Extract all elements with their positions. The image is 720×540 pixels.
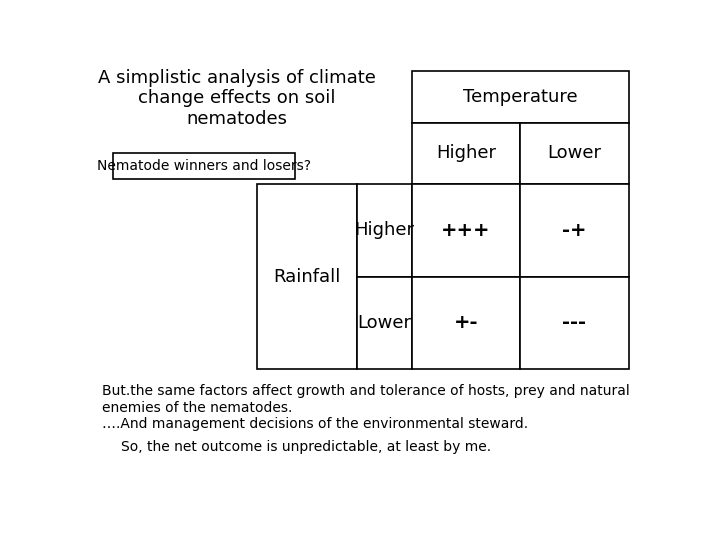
- Text: Lower: Lower: [358, 314, 412, 332]
- Text: Rainfall: Rainfall: [274, 267, 341, 286]
- Text: Nematode winners and losers?: Nematode winners and losers?: [97, 159, 311, 173]
- Bar: [357, 184, 412, 276]
- Bar: [412, 123, 520, 184]
- Text: Higher: Higher: [436, 144, 496, 163]
- Text: Temperature: Temperature: [463, 88, 577, 106]
- Text: So, the net outcome is unpredictable, at least by me.: So, the net outcome is unpredictable, at…: [121, 440, 491, 454]
- Text: +++: +++: [441, 221, 490, 240]
- Bar: [520, 123, 629, 184]
- Bar: [412, 276, 520, 369]
- Text: Lower: Lower: [547, 144, 601, 163]
- Text: ---: ---: [562, 313, 586, 332]
- Bar: [412, 184, 520, 276]
- Bar: [357, 276, 412, 369]
- Bar: [256, 184, 357, 369]
- Bar: [412, 71, 629, 123]
- Text: A simplistic analysis of climate
change effects on soil
nematodes: A simplistic analysis of climate change …: [98, 69, 376, 128]
- Text: But.the same factors affect growth and tolerance of hosts, prey and natural
enem: But.the same factors affect growth and t…: [102, 384, 629, 431]
- Bar: [113, 153, 295, 179]
- Text: Higher: Higher: [354, 221, 415, 239]
- Bar: [520, 276, 629, 369]
- Bar: [520, 184, 629, 276]
- Text: -+: -+: [562, 221, 587, 240]
- Text: +-: +-: [454, 313, 478, 332]
